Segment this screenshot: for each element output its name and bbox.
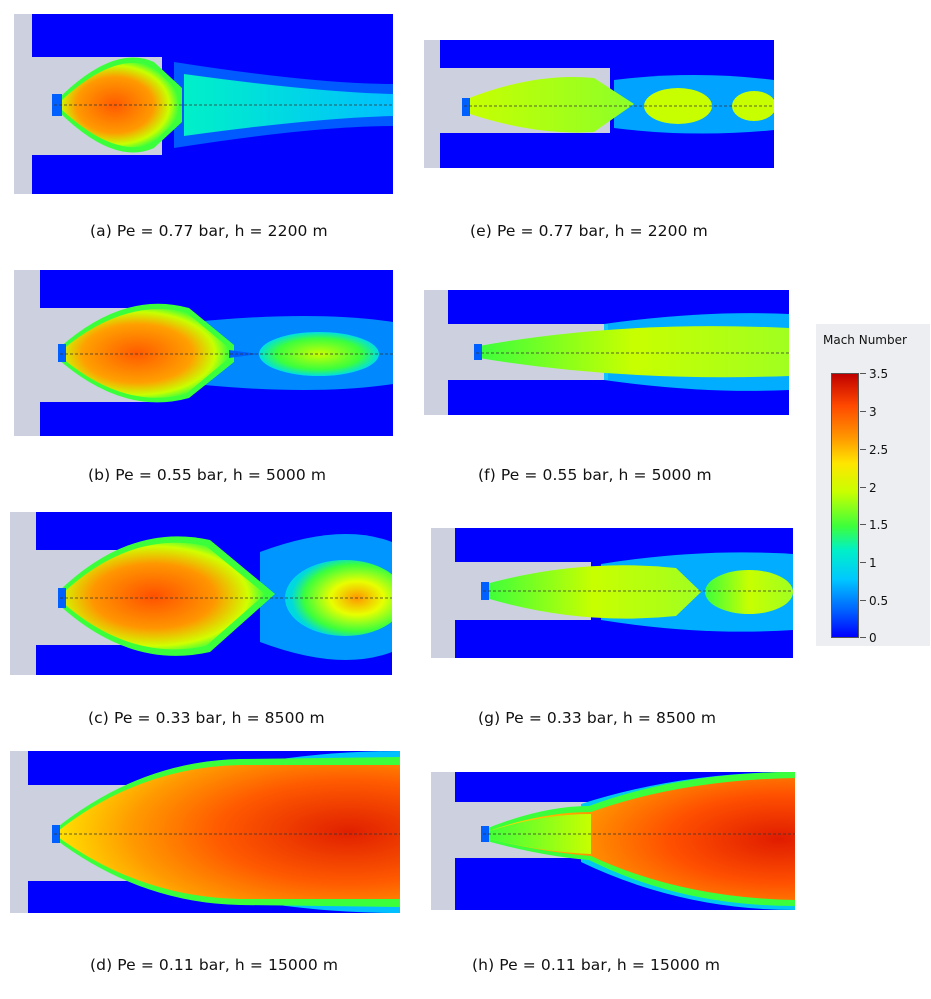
legend-label: 3.5: [869, 367, 889, 381]
legend-label: 2: [869, 481, 877, 495]
contour-plot-g: [431, 528, 793, 658]
legend-tick-mark: [860, 637, 866, 638]
legend-label: 0: [869, 631, 877, 645]
legend-label: 2.5: [869, 443, 889, 457]
legend-tick-mark: [860, 600, 866, 601]
contour-plot-a: [14, 14, 393, 194]
caption-f: (f) Pe = 0.55 bar, h = 5000 m: [478, 466, 712, 484]
legend-label: 1: [869, 556, 877, 570]
legend-tick-mark: [860, 449, 866, 450]
caption-g: (g) Pe = 0.33 bar, h = 8500 m: [478, 709, 717, 727]
caption-d: (d) Pe = 0.11 bar, h = 15000 m: [90, 956, 339, 974]
legend-color-bar: [831, 373, 859, 638]
legend-tick-mark: [860, 373, 866, 374]
legend-title: Mach Number: [823, 333, 907, 347]
caption-h: (h) Pe = 0.11 bar, h = 15000 m: [472, 956, 721, 974]
caption-e: (e) Pe = 0.77 bar, h = 2200 m: [470, 222, 708, 240]
caption-c: (c) Pe = 0.33 bar, h = 8500 m: [88, 709, 325, 727]
legend-label: 3: [869, 405, 877, 419]
caption-b: (b) Pe = 0.55 bar, h = 5000 m: [88, 466, 327, 484]
legend-tick-mark: [860, 487, 866, 488]
contour-plot-c: [10, 512, 392, 675]
legend-tick-mark: [860, 411, 866, 412]
legend-label: 0.5: [869, 594, 889, 608]
contour-plot-h: [431, 772, 795, 910]
caption-a: (a) Pe = 0.77 bar, h = 2200 m: [90, 222, 328, 240]
contour-plot-f: [424, 290, 789, 415]
contour-plot-b: [14, 270, 393, 436]
legend-label: 1.5: [869, 518, 889, 532]
color-legend: Mach Number 3.5 3 2.5 2 1.5 1 0.5 0: [816, 324, 930, 646]
contour-plot-e: [424, 40, 774, 168]
contour-plot-d: [10, 751, 400, 913]
legend-tick-mark: [860, 524, 866, 525]
legend-tick-mark: [860, 562, 866, 563]
